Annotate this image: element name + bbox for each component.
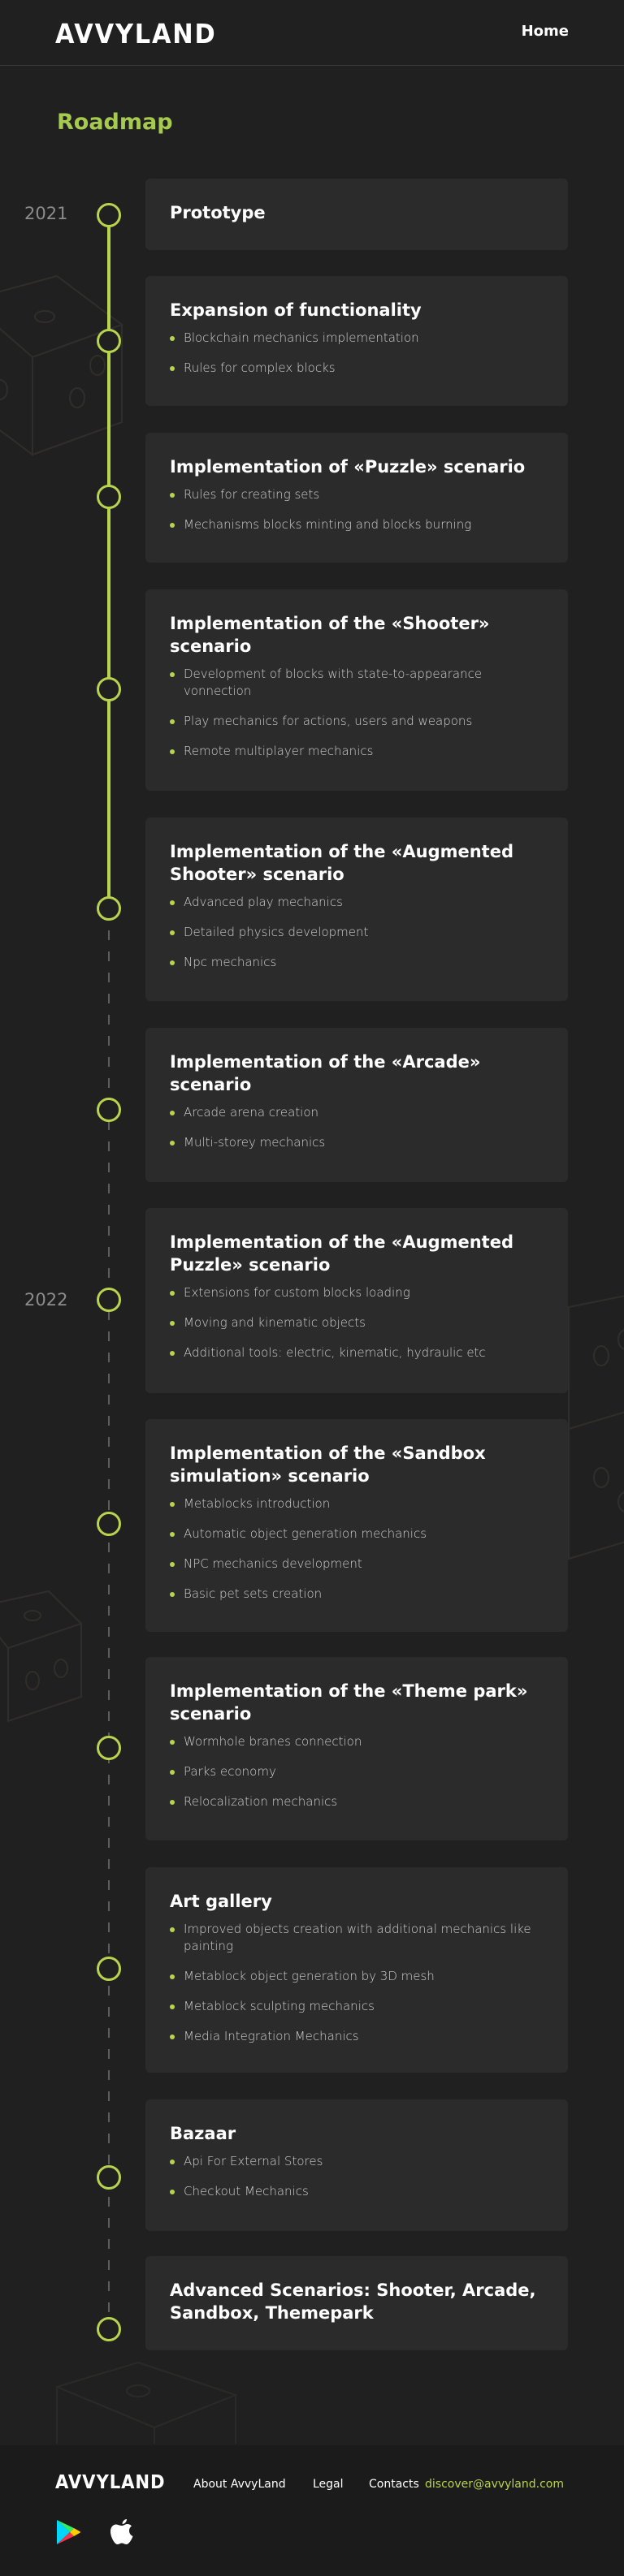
milestone-item: Detailed physics development — [170, 924, 544, 941]
milestone-title: Bazaar — [170, 2124, 236, 2143]
milestone-item: Additional tools: electric, kinematic, h… — [170, 1344, 544, 1361]
milestone-card: Expansion of functionality Blockchain me… — [145, 276, 568, 406]
footer-link-about[interactable]: About AvvyLand — [193, 2478, 286, 2491]
milestone-item: Relocalization mechanics — [170, 1793, 544, 1810]
milestone-item: Rules for creating sets — [170, 486, 544, 503]
milestone-card: Implementation of the «Augmented Shooter… — [145, 818, 568, 1001]
milestone-items: Api For External Stores Checkout Mechani… — [170, 2153, 544, 2200]
milestone-item: Wormhole branes connection — [170, 1733, 544, 1750]
milestone-item: Development of blocks with state-to-appe… — [170, 666, 544, 700]
google-play-icon[interactable] — [55, 2518, 81, 2546]
milestone-title: Implementation of the «Augmented Puzzle»… — [170, 1232, 514, 1275]
milestone-item: Automatic object generation mechanics — [170, 1525, 544, 1543]
milestone-items: Development of blocks with state-to-appe… — [170, 666, 544, 760]
milestone-item: Play mechanics for actions, users and we… — [170, 713, 544, 730]
dice-decoration-left-top — [0, 274, 124, 456]
milestone-title: Implementation of the «Sandbox simulatio… — [170, 1443, 486, 1486]
footer-contacts-email[interactable]: discover@avvyland.com — [425, 2478, 565, 2491]
milestone-title: Prototype — [170, 203, 266, 222]
footer-contacts-label: Contacts — [369, 2478, 419, 2491]
milestone-title: Implementation of «Puzzle» scenario — [170, 457, 526, 477]
milestone-item: Moving and kinematic objects — [170, 1314, 544, 1331]
milestone-items: Extensions for custom blocks loading Mov… — [170, 1284, 544, 1361]
milestone-card: Prototype — [145, 179, 568, 250]
milestone-item: Api For External Stores — [170, 2153, 544, 2170]
timeline-node — [97, 1957, 121, 1981]
milestone-item: Media Integration Mechanics — [170, 2028, 544, 2045]
dice-decoration-left-mid — [0, 1590, 83, 1723]
timeline-node — [97, 1098, 121, 1122]
milestone-item: Improved objects creation with additiona… — [170, 1921, 544, 1955]
milestone-items: Advanced play mechanics Detailed physics… — [170, 894, 544, 971]
milestone-item: Remote multiplayer mechanics — [170, 743, 544, 760]
milestone-card: Implementation of «Puzzle» scenario Rule… — [145, 433, 568, 563]
timeline-node — [97, 2317, 121, 2341]
milestone-item: Rules for complex blocks — [170, 360, 544, 377]
timeline-line-upcoming — [108, 909, 110, 2324]
year-label: 2022 — [24, 1290, 68, 1310]
timeline-node — [97, 896, 121, 921]
timeline-node — [97, 485, 121, 509]
site-header: AVVYLAND Home — [0, 0, 624, 66]
milestone-item: Mechanisms blocks minting and blocks bur… — [170, 516, 544, 533]
site-footer: AVVYLAND About AvvyLand Legal Contacts d… — [0, 2445, 624, 2576]
milestone-item: Extensions for custom blocks loading — [170, 1284, 544, 1301]
page-title: Roadmap — [57, 110, 173, 135]
milestone-item: Advanced play mechanics — [170, 894, 544, 911]
milestone-card: Implementation of the «Arcade» scenario … — [145, 1028, 568, 1182]
timeline-node — [97, 2165, 121, 2190]
milestone-card: Implementation of the «Shooter» scenario… — [145, 589, 568, 791]
milestone-item: NPC mechanics development — [170, 1556, 544, 1573]
milestone-item: Npc mechanics — [170, 954, 544, 971]
milestone-items: Improved objects creation with additiona… — [170, 1921, 544, 2045]
milestone-item: Metablock object generation by 3D mesh — [170, 1968, 544, 1985]
timeline-line-completed — [107, 215, 110, 909]
timeline-node — [97, 1736, 121, 1760]
milestone-items: Metablocks introduction Automatic object… — [170, 1495, 544, 1603]
apple-icon[interactable] — [110, 2518, 134, 2546]
timeline-node — [97, 1288, 121, 1312]
milestone-title: Expansion of functionality — [170, 300, 422, 320]
milestone-items: Arcade arena creation Multi-storey mecha… — [170, 1104, 544, 1151]
milestone-title: Implementation of the «Theme park» scena… — [170, 1681, 528, 1724]
milestone-item: Metablock sculpting mechanics — [170, 1998, 544, 2015]
milestone-card: Implementation of the «Theme park» scena… — [145, 1657, 568, 1840]
milestone-item: Arcade arena creation — [170, 1104, 544, 1121]
milestone-items: Blockchain mechanics implementation Rule… — [170, 330, 544, 377]
timeline-node — [97, 329, 121, 353]
milestone-card: Art gallery Improved objects creation wi… — [145, 1867, 568, 2073]
timeline-node — [97, 677, 121, 701]
milestone-title: Implementation of the «Augmented Shooter… — [170, 842, 514, 884]
milestone-card: Bazaar Api For External Stores Checkout … — [145, 2099, 568, 2231]
milestone-item: Parks economy — [170, 1763, 544, 1780]
footer-logo[interactable]: AVVYLAND — [55, 2472, 166, 2493]
milestone-title: Advanced Scenarios: Shooter, Arcade, San… — [170, 2280, 536, 2323]
milestone-card: Implementation of the «Sandbox simulatio… — [145, 1419, 568, 1632]
milestone-item: Checkout Mechanics — [170, 2183, 544, 2200]
site-logo[interactable]: AVVYLAND — [55, 18, 217, 50]
milestone-items: Wormhole branes connection Parks economy… — [170, 1733, 544, 1810]
milestone-card: Advanced Scenarios: Shooter, Arcade, San… — [145, 2256, 568, 2350]
milestone-item: Blockchain mechanics implementation — [170, 330, 544, 347]
milestone-item: Metablocks introduction — [170, 1495, 544, 1512]
milestone-item: Basic pet sets creation — [170, 1586, 544, 1603]
year-label: 2021 — [24, 204, 68, 223]
footer-link-legal[interactable]: Legal — [313, 2478, 344, 2491]
milestone-title: Implementation of the «Shooter» scenario — [170, 614, 490, 656]
timeline-node — [97, 1512, 121, 1536]
milestone-card: Implementation of the «Augmented Puzzle»… — [145, 1208, 568, 1393]
milestone-title: Art gallery — [170, 1892, 272, 1911]
timeline-node — [97, 203, 121, 227]
milestone-title: Implementation of the «Arcade» scenario — [170, 1052, 481, 1094]
dice-decoration-bottom — [54, 2361, 238, 2444]
milestone-item: Multi-storey mechanics — [170, 1134, 544, 1151]
nav-home-link[interactable]: Home — [521, 23, 569, 40]
milestone-items: Rules for creating sets Mechanisms block… — [170, 486, 544, 533]
